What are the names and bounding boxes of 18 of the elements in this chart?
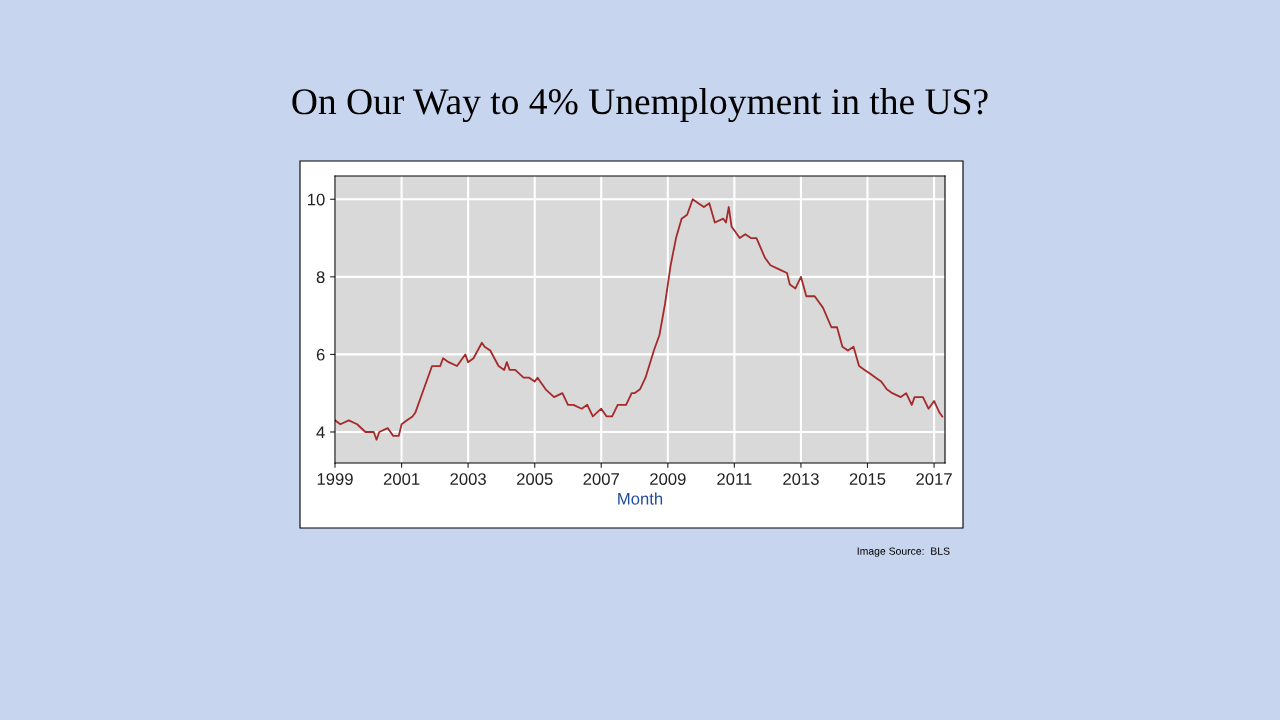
text: Image Source: BLS: [857, 547, 950, 557]
x-tick-label: 2003: [450, 473, 486, 485]
x-tick-label: 2009: [650, 473, 686, 485]
y-tick-label: 8: [316, 271, 325, 284]
x-tick-label: 2015: [849, 473, 886, 485]
x-tick-label: 2007: [583, 473, 619, 485]
y-tick-label: 6: [316, 348, 325, 361]
x-tick-label: 2005: [517, 473, 553, 485]
y-tick-label: 4: [316, 426, 325, 439]
x-tick-label: 2013: [783, 473, 819, 485]
x-tick-label: 2017: [916, 473, 952, 485]
x-tick-label: 2011: [717, 473, 752, 485]
y-tick-label: 10: [308, 193, 325, 206]
x-tick-label: 2001: [383, 473, 420, 485]
chart-title: On Our Way to 4% Unemployment in the US?: [292, 87, 988, 123]
x-axis-title: Month: [618, 492, 663, 505]
x-tick-label: 1999: [317, 473, 353, 485]
line-series: [335, 198, 944, 441]
